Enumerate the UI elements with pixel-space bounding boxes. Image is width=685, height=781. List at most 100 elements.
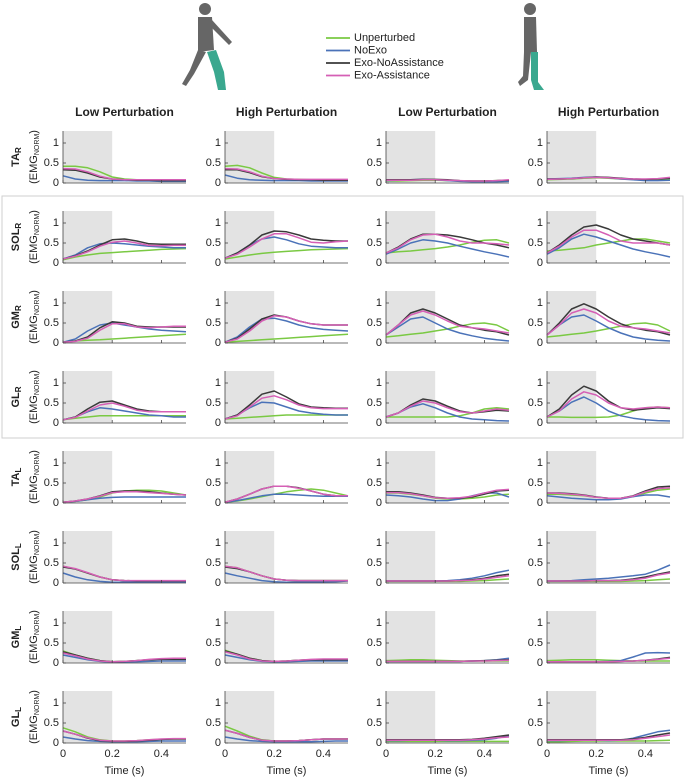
- y-label-sub: NORM: [34, 294, 41, 316]
- emg-line: [546, 229, 671, 254]
- muscle-name: SOL: [10, 228, 22, 251]
- panels: Low Perturbation High Perturbation Low Per…: [10, 105, 671, 777]
- row-label: TAL: [10, 468, 23, 487]
- y-tick-label: 0.5: [528, 717, 543, 729]
- legend: UnperturbedNoExoExo-NoAssistanceExo-Assi…: [326, 32, 444, 81]
- side-subscript: R: [14, 223, 23, 229]
- y-tick-label: 0.5: [367, 477, 382, 489]
- y-tick-label: 1: [53, 697, 59, 709]
- row-label: TAR: [10, 147, 23, 167]
- emg-line: [547, 572, 671, 582]
- y-label-end: ): [28, 690, 40, 694]
- emg-line: [546, 303, 671, 336]
- y-tick-label: 1: [215, 457, 221, 469]
- y-tick-label: 1: [537, 697, 543, 709]
- y-tick-label: 1: [537, 617, 543, 629]
- muscle-name: TA: [10, 472, 22, 486]
- row-label: GLR: [10, 386, 23, 407]
- shaded-region: [63, 691, 113, 743]
- shaded-region: [386, 291, 436, 343]
- y-tick-label: 0.5: [367, 557, 382, 569]
- y-tick-label: 0.5: [367, 317, 382, 329]
- y-label-end: ): [28, 290, 40, 294]
- y-tick-label: 0: [376, 497, 382, 509]
- shaded-region: [547, 131, 597, 183]
- emg-line: [547, 657, 671, 663]
- y-tick-label: 0: [53, 257, 59, 269]
- y-tick-label: 1: [376, 617, 382, 629]
- emg-line: [547, 734, 671, 741]
- y-label-end: ): [28, 610, 40, 614]
- emg-line: [224, 651, 348, 663]
- shaded-region: [63, 131, 113, 183]
- emg-line: [546, 487, 671, 499]
- x-tick-label: 0.2: [105, 748, 120, 760]
- row-label: GLL: [10, 707, 23, 727]
- emg-line: [546, 314, 671, 342]
- y-tick-label: 0: [53, 417, 59, 429]
- emg-line: [224, 230, 348, 259]
- emg-line: [385, 316, 510, 342]
- y-tick-label: 0: [537, 657, 543, 669]
- y-tick-label: 0: [376, 177, 382, 189]
- x-tick-label: 0.2: [589, 748, 604, 760]
- shaded-region: [547, 371, 597, 423]
- side-subscript: R: [14, 305, 23, 311]
- emg-line: [385, 400, 510, 418]
- y-axis-label: (EMGNORM): [28, 370, 41, 424]
- y-label-main: (EMG: [28, 555, 40, 584]
- emg-line: [62, 167, 186, 181]
- y-tick-label: 1: [53, 137, 59, 149]
- y-tick-label: 0: [215, 417, 221, 429]
- emg-line: [546, 391, 671, 418]
- y-tick-label: 0: [53, 737, 59, 749]
- y-tick-label: 0.5: [206, 557, 221, 569]
- emg-line: [62, 572, 186, 583]
- y-tick-label: 0.5: [528, 317, 543, 329]
- y-label-main: (EMG: [28, 155, 40, 184]
- walker-left-icon: [182, 3, 232, 90]
- right-side-box: [1, 195, 684, 439]
- y-axis-label: (EMGNORM): [28, 530, 41, 584]
- emg-line: [386, 488, 510, 499]
- y-tick-label: 1: [53, 217, 59, 229]
- column-header: High Perturbation: [236, 105, 337, 119]
- y-tick-label: 0: [215, 737, 221, 749]
- y-tick-label: 1: [215, 297, 221, 309]
- emg-line: [386, 575, 510, 582]
- y-tick-label: 1: [376, 697, 382, 709]
- emg-line: [224, 247, 349, 260]
- y-tick-label: 0.5: [367, 157, 382, 169]
- y-tick-label: 0: [537, 337, 543, 349]
- y-label-sub: NORM: [34, 134, 41, 156]
- shaded-region: [63, 531, 113, 583]
- y-tick-label: 0: [376, 577, 382, 589]
- emg-line: [62, 402, 186, 421]
- y-tick-label: 1: [53, 537, 59, 549]
- emg-line: [224, 174, 348, 182]
- emg-line: [224, 317, 349, 343]
- emg-line: [546, 659, 670, 662]
- emg-line: [62, 175, 186, 183]
- y-tick-label: 1: [215, 537, 221, 549]
- y-tick-label: 0.5: [44, 397, 59, 409]
- x-tick-label: 0.4: [316, 748, 331, 760]
- emg-line: [224, 572, 349, 583]
- y-tick-label: 1: [376, 457, 382, 469]
- muscle-name: GM: [10, 631, 22, 649]
- y-tick-label: 0: [376, 657, 382, 669]
- muscle-name: GL: [10, 712, 22, 728]
- shaded-region: [386, 211, 436, 263]
- side-subscript: R: [14, 386, 23, 392]
- y-tick-label: 1: [537, 217, 543, 229]
- y-tick-label: 1: [376, 217, 382, 229]
- y-tick-label: 0: [53, 657, 59, 669]
- shaded-region: [63, 371, 113, 423]
- emg-line: [62, 333, 187, 343]
- shaded-region: [225, 611, 275, 663]
- shaded-region: [225, 691, 275, 743]
- emg-line: [385, 239, 510, 258]
- y-axis-label: (EMGNORM): [28, 610, 41, 664]
- y-tick-label: 0.5: [367, 397, 382, 409]
